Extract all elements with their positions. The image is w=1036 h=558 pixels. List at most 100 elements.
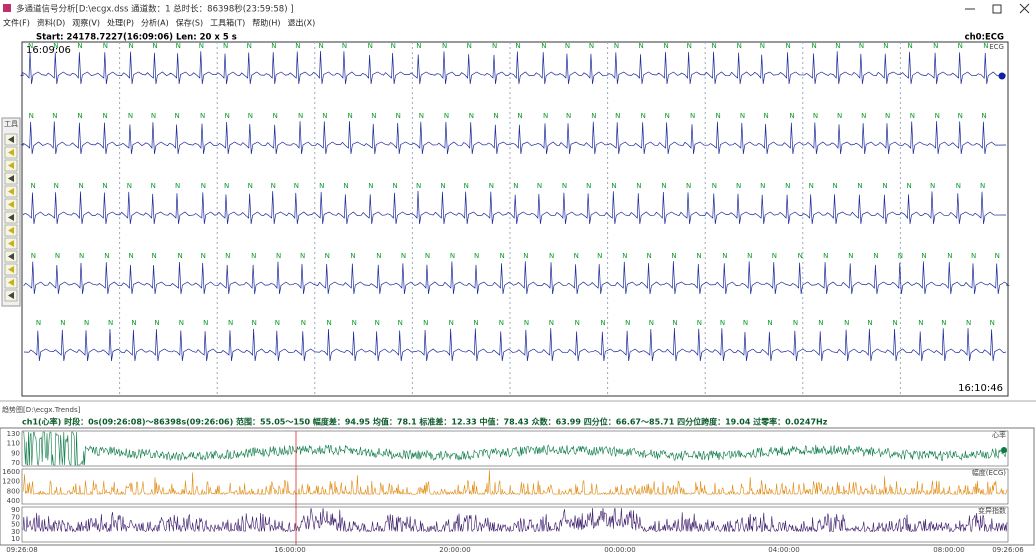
ecg-traces: N N N N N N N N N N N N N N N N N N N N N N N N N N N N N N N N N N N N N N N N… <box>20 42 1010 396</box>
beat-label: N <box>248 182 253 190</box>
menu-item[interactable]: 资料(D) <box>37 18 65 28</box>
beat-label: N <box>252 319 257 327</box>
menu-item[interactable]: 分析(A) <box>141 18 169 28</box>
beat-label: N <box>499 319 504 327</box>
beat-label: N <box>918 319 923 327</box>
beat-label: N <box>958 112 963 120</box>
tool-icon <box>8 149 14 156</box>
beat-label: N <box>103 42 108 50</box>
trend-line <box>22 469 1008 496</box>
beat-label: N <box>343 182 348 190</box>
beat-label: N <box>687 42 692 50</box>
end-time: 16:10:46 <box>958 383 1003 394</box>
beat-label: N <box>128 112 133 120</box>
beat-label: N <box>368 182 373 190</box>
beat-label: N <box>251 252 256 260</box>
beat-label: N <box>225 112 230 120</box>
beat-label: N <box>131 319 136 327</box>
y-tick-label: 10 <box>11 535 20 543</box>
beat-label: N <box>549 252 554 260</box>
menu-item[interactable]: 文件(F) <box>3 18 30 28</box>
menu-item[interactable]: 观察(V) <box>72 18 100 28</box>
beat-label: N <box>543 112 548 120</box>
close-button[interactable] <box>1019 3 1030 14</box>
beat-label: N <box>450 252 455 260</box>
beat-label: N <box>859 42 864 50</box>
beat-label: N <box>401 252 406 260</box>
beat-label: N <box>983 42 988 50</box>
track-label: 心率 <box>992 430 1006 439</box>
beat-label: N <box>225 252 230 260</box>
y-tick-label: 70 <box>11 513 20 521</box>
trend-cursor-dot[interactable] <box>1001 447 1007 453</box>
beat-label: N <box>672 319 677 327</box>
y-tick-label: 70 <box>11 459 20 467</box>
beat-label: N <box>722 252 727 260</box>
tool-icon <box>8 162 14 169</box>
beat-label: N <box>247 42 252 50</box>
beat-label: N <box>798 252 803 260</box>
beat-label: N <box>78 182 83 190</box>
beat-label: N <box>325 252 330 260</box>
beat-label: N <box>661 182 666 190</box>
beat-label: N <box>971 252 976 260</box>
beat-label: N <box>785 182 790 190</box>
y-tick-label: 1600 <box>2 468 20 476</box>
beat-label: N <box>793 319 798 327</box>
beat-label: N <box>492 42 497 50</box>
time-label: 08:00:00 <box>933 546 964 554</box>
beat-label: N <box>636 182 641 190</box>
beat-label: N <box>464 182 469 190</box>
beat-label: N <box>930 182 935 190</box>
beat-label: N <box>275 319 280 327</box>
beat-label: N <box>474 252 479 260</box>
beat-label: N <box>740 112 745 120</box>
beat-label: N <box>179 319 184 327</box>
beat-label: N <box>696 252 701 260</box>
y-tick-label: 1200 <box>2 478 20 486</box>
beat-label: N <box>416 182 421 190</box>
beat-label: N <box>375 319 380 327</box>
beat-label: N <box>152 42 157 50</box>
beat-label: N <box>55 252 60 260</box>
beat-label: N <box>625 319 630 327</box>
beat-label: N <box>301 319 306 327</box>
beat-label: N <box>789 112 794 120</box>
menu-item[interactable]: 保存(S) <box>176 18 203 28</box>
maximize-button[interactable] <box>992 4 1002 14</box>
menu-item[interactable]: 帮助(H) <box>252 18 280 28</box>
beat-label: N <box>524 319 529 327</box>
beat-label: N <box>347 112 352 120</box>
beat-label: N <box>639 42 644 50</box>
beat-label: N <box>271 182 276 190</box>
beat-label: N <box>469 112 474 120</box>
start-time: 16:09:06 <box>26 45 71 56</box>
beat-label: N <box>995 252 1000 260</box>
track-label: 变异指数 <box>978 506 1006 515</box>
menu-item[interactable]: 工具箱(T) <box>210 18 245 28</box>
cursor-dot[interactable] <box>998 72 1006 80</box>
beat-label: N <box>104 252 109 260</box>
beat-label: N <box>665 112 670 120</box>
tool-icon <box>8 188 14 195</box>
menu-item[interactable]: 处理(P) <box>107 18 134 28</box>
beat-label: N <box>300 252 305 260</box>
beat-label: N <box>84 319 89 327</box>
beat-label: N <box>615 112 620 120</box>
menu-item[interactable]: 退出(X) <box>288 18 316 28</box>
beat-label: N <box>649 319 654 327</box>
beat-label: N <box>646 252 651 260</box>
beat-label: N <box>867 319 872 327</box>
beat-label: N <box>898 252 903 260</box>
beat-label: N <box>697 319 702 327</box>
beat-label: N <box>416 42 421 50</box>
beat-label: N <box>419 112 424 120</box>
ecg-trace <box>22 191 1007 225</box>
window-title: 多通道信号分析[D:\ecgx.dss 通道数：1 总时长：86398秒(23:… <box>16 4 294 15</box>
y-tick-label: 110 <box>7 440 20 448</box>
menu-bar: 文件(F) 资料(D) 观察(V) 处理(P) 分析(A) 保存(S) 工具箱(T) 帮助(H… <box>3 18 315 28</box>
beat-label: N <box>326 319 331 327</box>
beat-label: N <box>396 112 401 120</box>
beat-label: N <box>844 319 849 327</box>
